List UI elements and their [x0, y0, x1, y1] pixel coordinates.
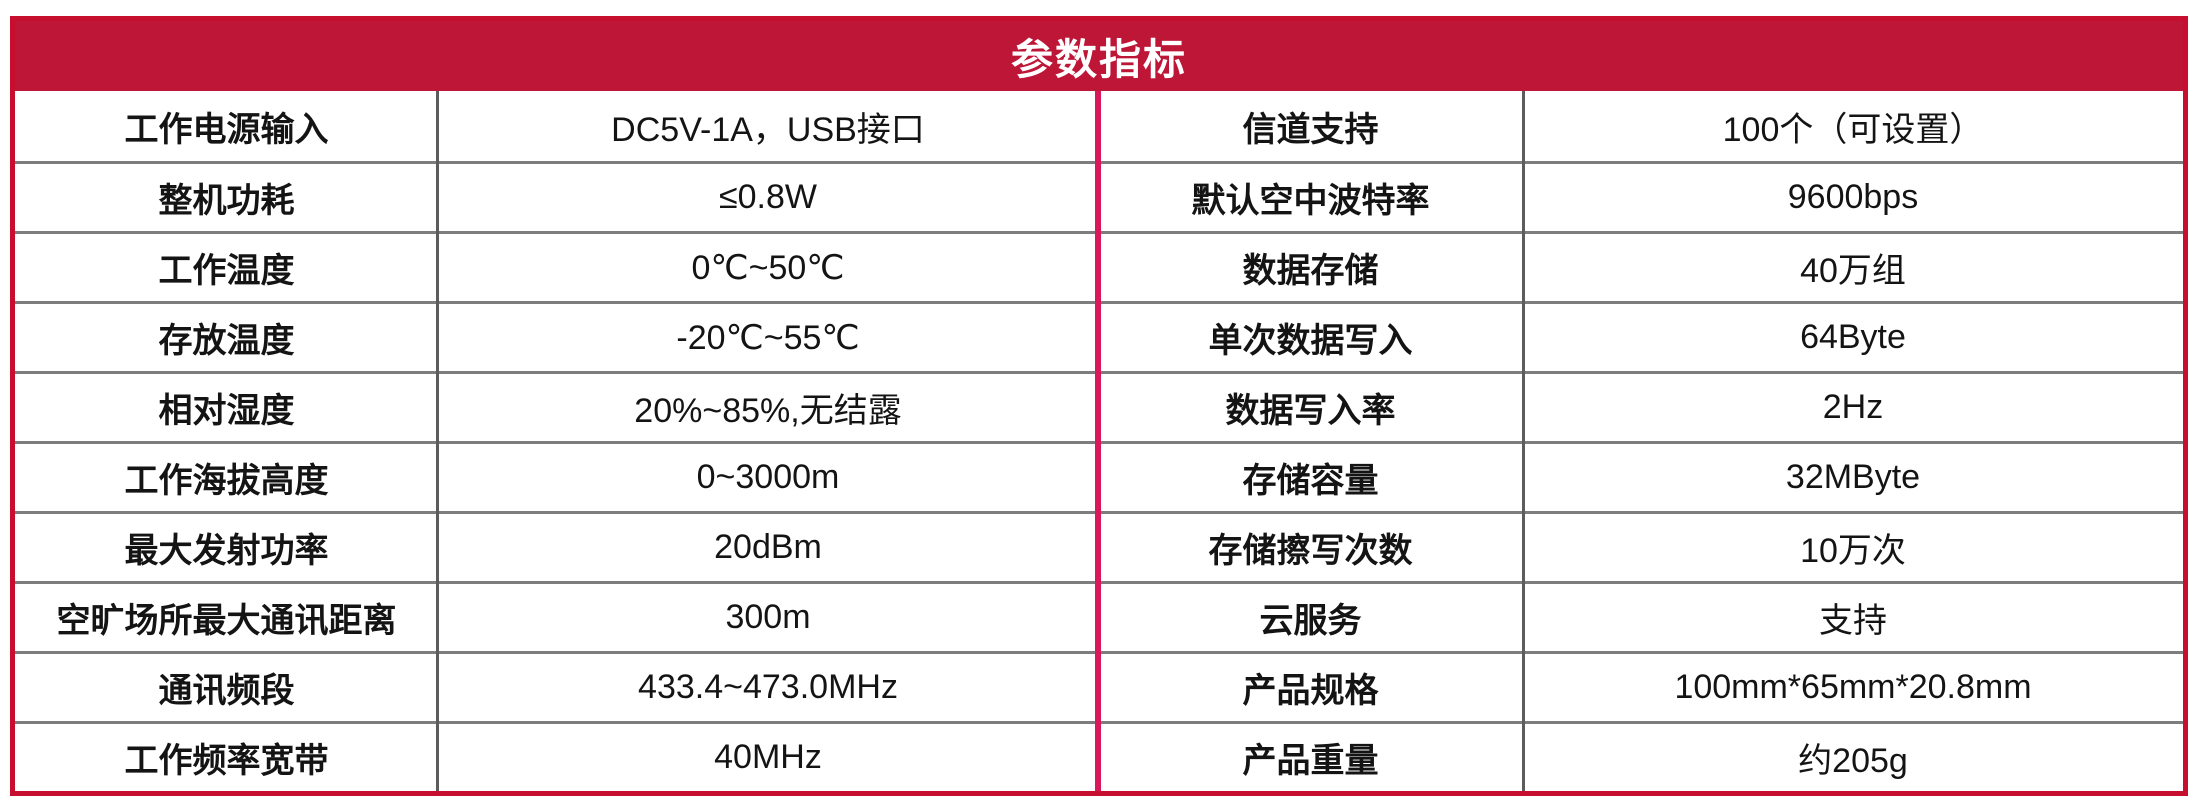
- table-title: 参数指标: [15, 21, 2183, 91]
- column-divider-left: [436, 91, 439, 791]
- param-label: 产品规格: [1242, 672, 1379, 710]
- param-label: 存储擦写次数: [1208, 532, 1413, 570]
- param-label: 默认空中波特率: [1191, 182, 1430, 220]
- param-label: 相对湿度: [158, 392, 295, 430]
- param-value: 20dBm: [714, 528, 822, 566]
- param-value: DC5V-1A，USB接口: [611, 110, 925, 149]
- param-label: 工作电源输入: [124, 110, 329, 149]
- param-value: 2Hz: [1822, 388, 1884, 426]
- param-value: 10万次: [1800, 532, 1906, 570]
- param-label: 存储容量: [1242, 462, 1379, 500]
- param-value: ≤0.8W: [718, 178, 817, 216]
- center-divider: [1095, 91, 1101, 791]
- param-value: 64Byte: [1800, 318, 1906, 356]
- param-label: 数据存储: [1242, 252, 1379, 290]
- param-value: 300m: [725, 598, 811, 636]
- param-label: 云服务: [1259, 602, 1362, 640]
- table-row: 工作电源输入 DC5V-1A，USB接口 信道支持 100个（可设置）: [15, 91, 2183, 161]
- param-value: 100mm*65mm*20.8mm: [1674, 668, 2032, 706]
- param-label: 单次数据写入: [1208, 322, 1413, 360]
- param-label: 信道支持: [1242, 110, 1379, 149]
- param-label: 存放温度: [158, 322, 295, 360]
- param-value: 40MHz: [714, 738, 822, 776]
- param-value: 20%~85%,无结露: [634, 392, 902, 430]
- param-value: 0℃~50℃: [691, 248, 845, 287]
- param-value: 支持: [1819, 602, 1887, 640]
- param-value: 100个（可设置）: [1722, 110, 1984, 149]
- param-label: 工作温度: [158, 252, 295, 290]
- param-value: 约205g: [1798, 742, 1908, 780]
- param-value: -20℃~55℃: [676, 318, 860, 357]
- param-label: 通讯频段: [158, 672, 295, 710]
- param-value: 32MByte: [1785, 458, 1921, 496]
- param-label: 数据写入率: [1225, 392, 1396, 430]
- param-label: 工作海拔高度: [124, 462, 329, 500]
- table-body: 工作电源输入 DC5V-1A，USB接口 信道支持 100个（可设置） 整机功耗…: [15, 91, 2183, 791]
- column-divider-right: [1522, 91, 1525, 791]
- param-label: 最大发射功率: [124, 532, 329, 570]
- param-value: 40万组: [1800, 252, 1906, 290]
- param-label: 整机功耗: [158, 182, 295, 220]
- param-value: 0~3000m: [696, 458, 840, 496]
- param-label: 产品重量: [1242, 742, 1379, 780]
- spec-table: 参数指标 工作电源输入 DC5V-1A，USB接口 信道支持 100个（可设置）…: [10, 16, 2188, 796]
- param-label: 工作频率宽带: [124, 742, 329, 780]
- param-label: 空旷场所最大通讯距离: [56, 602, 397, 640]
- param-value: 433.4~473.0MHz: [638, 668, 898, 706]
- param-value: 9600bps: [1787, 178, 1919, 216]
